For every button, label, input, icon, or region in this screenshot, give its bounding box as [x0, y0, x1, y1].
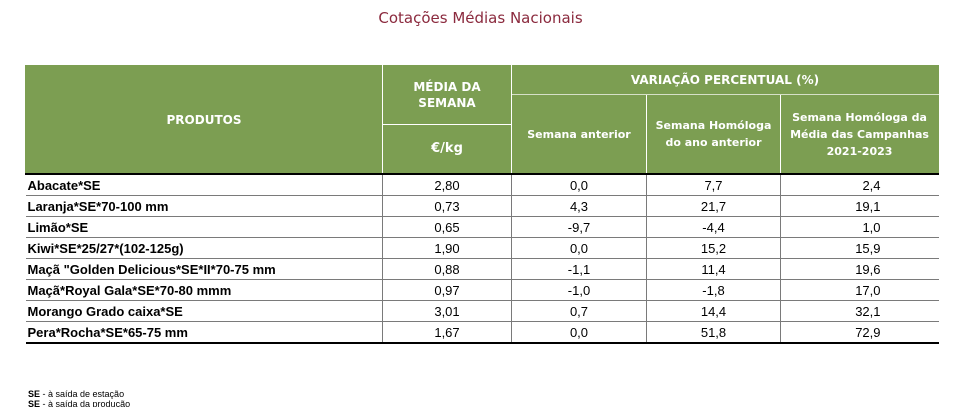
table-row: Morango Grado caixa*SE 3,01 0,7 14,4 32,1	[25, 300, 939, 322]
var-semana-anterior-cell: 0,0	[511, 173, 647, 196]
var-semana-anterior-cell: 4,3	[511, 195, 647, 217]
table-row: Maçã*Royal Gala*SE*70-80 mmm 0,97 -1,0 -1,8…	[25, 279, 939, 301]
header-semana-homologa: Semana Homóloga do ano anterior	[646, 94, 781, 175]
var-media-campanhas-cell: 19,6	[780, 258, 939, 280]
table-row: Pera*Rocha*SE*65-75 mm 1,67 0,0 51,8 72,9	[25, 321, 939, 344]
table-row: Limão*SE 0,65 -9,7 -4,4 1,0	[25, 216, 939, 238]
product-cell: Maçã "Golden Delicious*SE*II*70-75 mm	[25, 258, 383, 280]
media-semana-cell: 2,80	[382, 173, 512, 196]
media-semana-cell: 1,67	[382, 321, 512, 344]
product-cell: Pera*Rocha*SE*65-75 mm	[25, 321, 383, 344]
var-media-campanhas-cell: 15,9	[780, 237, 939, 259]
table-row: Laranja*SE*70-100 mm 0,73 4,3 21,7 19,1	[25, 195, 939, 217]
header-semana-homologa-media: Semana Homóloga da Média das Campanhas 2…	[779, 94, 940, 175]
header-semana-anterior: Semana anterior	[511, 94, 647, 175]
media-semana-cell: 0,97	[382, 279, 512, 301]
table-row: Maçã "Golden Delicious*SE*II*70-75 mm 0,8…	[25, 258, 939, 280]
var-media-campanhas-cell: 32,1	[780, 300, 939, 322]
product-cell: Abacate*SE	[25, 173, 383, 196]
var-media-campanhas-cell: 17,0	[780, 279, 939, 301]
var-semana-homologa-cell: -4,4	[646, 216, 781, 238]
product-cell: Kiwi*SE*25/27*(102-125g)	[25, 237, 383, 259]
var-media-campanhas-cell: 72,9	[780, 321, 939, 344]
header-media-semana: MÉDIA DA SEMANA	[382, 64, 512, 126]
product-cell: Limão*SE	[25, 216, 383, 238]
var-semana-homologa-cell: 11,4	[646, 258, 781, 280]
product-cell: Maçã*Royal Gala*SE*70-80 mmm	[25, 279, 383, 301]
header-produtos: PRODUTOS	[25, 65, 383, 175]
var-semana-homologa-cell: -1,8	[646, 279, 781, 301]
media-semana-cell: 0,73	[382, 195, 512, 217]
var-semana-anterior-cell: -1,1	[511, 258, 647, 280]
var-semana-anterior-cell: 0,0	[511, 321, 647, 344]
product-cell: Morango Grado caixa*SE	[25, 300, 383, 322]
header-variacao-percentual: VARIAÇÃO PERCENTUAL (%)	[510, 65, 940, 95]
footnote-1: SE - à saída de estação	[28, 389, 125, 399]
header-unit: €/kg	[382, 124, 512, 175]
product-cell: Laranja*SE*70-100 mm	[25, 195, 383, 217]
table-row: Kiwi*SE*25/27*(102-125g) 1,90 0,0 15,2 15,9	[25, 237, 939, 259]
footnotes: SE - à saída de estação SE - à saída da …	[28, 389, 130, 407]
var-semana-anterior-cell: -9,7	[511, 216, 647, 238]
media-semana-cell: 0,88	[382, 258, 512, 280]
table-row: Abacate*SE 2,80 0,0 7,7 2,4	[25, 173, 939, 196]
var-semana-homologa-cell: 21,7	[646, 195, 781, 217]
var-semana-anterior-cell: 0,0	[511, 237, 647, 259]
var-semana-homologa-cell: 14,4	[646, 300, 781, 322]
prices-table: PRODUTOS MÉDIA DA SEMANA VARIAÇÃO PERCENTU…	[25, 64, 940, 344]
var-semana-anterior-cell: 0,7	[511, 300, 647, 322]
var-semana-anterior-cell: -1,0	[511, 279, 647, 301]
var-semana-homologa-cell: 15,2	[646, 237, 781, 259]
page-title: Cotações Médias Nacionais	[378, 9, 583, 27]
var-media-campanhas-cell: 2,4	[780, 173, 939, 196]
var-semana-homologa-cell: 7,7	[646, 173, 781, 196]
media-semana-cell: 3,01	[382, 300, 512, 322]
media-semana-cell: 1,90	[382, 237, 512, 259]
var-media-campanhas-cell: 19,1	[780, 195, 939, 217]
media-semana-cell: 0,65	[382, 216, 512, 238]
footnote-2: SE - à saída da produção	[28, 399, 131, 407]
var-media-campanhas-cell: 1,0	[780, 216, 939, 238]
var-semana-homologa-cell: 51,8	[646, 321, 781, 344]
